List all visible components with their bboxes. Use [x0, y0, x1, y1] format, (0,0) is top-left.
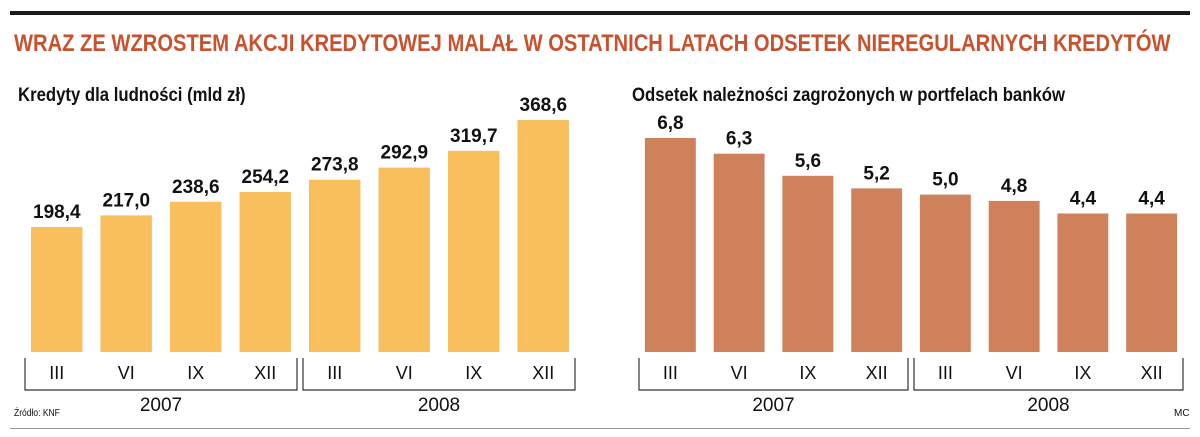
- left-value-label-8: 368,6: [520, 95, 568, 116]
- right-bar-7: [1057, 213, 1109, 352]
- author-credit: MC: [1174, 408, 1190, 419]
- source-note: Źródło: KNF: [14, 408, 60, 419]
- left-bar-1: [31, 227, 83, 352]
- right-year-bracket-1: [638, 358, 909, 391]
- right-value-label-5: 5,0: [932, 170, 958, 191]
- right-bar-8: [1126, 213, 1178, 352]
- right-value-label-7: 4,4: [1070, 189, 1097, 210]
- left-bar-7: [448, 150, 500, 352]
- left-value-label-2: 217,0: [103, 190, 151, 211]
- left-bar-4: [239, 192, 291, 352]
- left-tick-label-6: VI: [396, 363, 413, 383]
- left-value-label-1: 198,4: [33, 202, 81, 223]
- right-chart-title: Odsetek należności zagrożonych w portfel…: [632, 85, 1065, 106]
- left-year-bracket-1: [24, 358, 298, 391]
- right-value-label-6: 4,8: [1001, 176, 1027, 197]
- right-tick-label-5: III: [938, 363, 953, 383]
- right-value-label-3: 5,6: [795, 151, 821, 172]
- right-year-label-1: 2007: [752, 395, 794, 416]
- right-bar-2: [713, 153, 765, 352]
- right-tick-label-2: VI: [731, 363, 748, 383]
- left-year-bracket-2: [302, 358, 576, 391]
- left-tick-label-8: XII: [532, 363, 554, 383]
- left-value-label-3: 238,6: [172, 177, 220, 198]
- right-tick-label-7: IX: [1074, 363, 1091, 383]
- left-value-label-7: 319,7: [450, 126, 498, 147]
- left-bar-3: [170, 201, 222, 352]
- right-bar-4: [851, 188, 903, 352]
- right-tick-label-3: IX: [799, 363, 816, 383]
- right-bar-1: [644, 138, 696, 352]
- right-tick-label-8: XII: [1141, 363, 1163, 383]
- left-tick-label-1: III: [49, 363, 64, 383]
- right-value-label-2: 6,3: [726, 129, 752, 150]
- right-value-label-1: 6,8: [657, 113, 683, 134]
- left-value-label-5: 273,8: [311, 155, 359, 176]
- right-year-label-2: 2008: [1027, 395, 1069, 416]
- right-bar-5: [919, 194, 971, 352]
- left-value-label-4: 254,2: [242, 167, 290, 188]
- left-chart-title: Kredyty dla ludności (mld zł): [18, 85, 246, 106]
- left-bar-8: [517, 120, 569, 352]
- left-bar-5: [309, 179, 361, 352]
- right-bar-3: [782, 175, 834, 352]
- right-tick-label-4: XII: [866, 363, 888, 383]
- right-bar-6: [988, 200, 1040, 352]
- right-value-label-8: 4,4: [1138, 189, 1165, 210]
- left-tick-label-4: XII: [254, 363, 276, 383]
- left-year-label-1: 2007: [140, 395, 182, 416]
- left-bar-2: [100, 215, 152, 352]
- left-bar-6: [378, 167, 430, 352]
- top-rule: [10, 11, 1190, 15]
- left-tick-label-3: IX: [187, 363, 204, 383]
- left-tick-label-2: VI: [118, 363, 135, 383]
- right-tick-label-6: VI: [1006, 363, 1023, 383]
- left-tick-label-7: IX: [465, 363, 482, 383]
- headline: WRAZ ZE WZROSTEM AKCJI KREDYTOWEJ MALAŁ …: [14, 30, 1171, 57]
- left-tick-label-5: III: [327, 363, 342, 383]
- left-year-label-2: 2008: [418, 395, 460, 416]
- right-value-label-4: 5,2: [863, 163, 889, 184]
- right-year-bracket-2: [913, 358, 1184, 391]
- left-value-label-6: 292,9: [381, 143, 429, 164]
- bottom-rule: [10, 428, 1190, 429]
- right-tick-label-1: III: [663, 363, 678, 383]
